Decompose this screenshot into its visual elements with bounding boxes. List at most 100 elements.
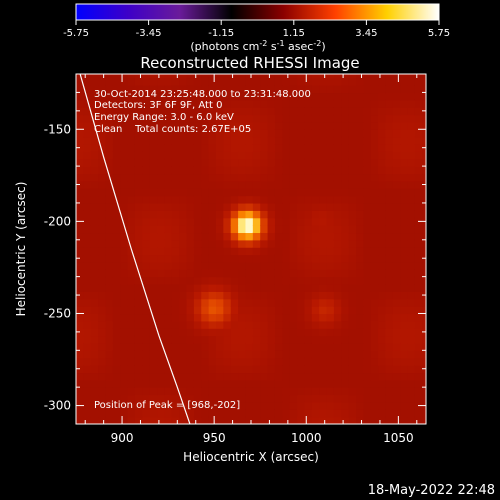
heatmap-cell	[83, 372, 92, 381]
heatmap-cell	[208, 92, 217, 101]
heatmap-cell	[186, 77, 195, 86]
heatmap-cell	[105, 254, 114, 263]
heatmap-cell	[134, 387, 143, 396]
heatmap-cell	[385, 291, 394, 300]
heatmap-cell	[385, 151, 394, 160]
heatmap-cell	[348, 276, 357, 285]
heatmap-cell	[230, 416, 239, 424]
heatmap-cell	[363, 306, 372, 315]
heatmap-cell	[105, 291, 114, 300]
heatmap-cell	[326, 365, 335, 374]
heatmap-cell	[319, 365, 328, 374]
heatmap-cell	[363, 416, 372, 424]
heatmap-cell	[289, 247, 298, 256]
heatmap-cell	[142, 195, 151, 204]
heatmap-cell	[76, 188, 84, 197]
heatmap-cell	[90, 284, 99, 292]
heatmap-cell	[304, 114, 313, 123]
heatmap-cell	[127, 144, 136, 152]
heatmap-cell	[142, 276, 151, 285]
heatmap-cell	[223, 99, 232, 108]
heatmap-cell	[252, 372, 261, 381]
heatmap-cell	[120, 306, 129, 315]
heatmap-cell	[105, 77, 114, 86]
heatmap-cell	[333, 379, 342, 388]
heatmap-cell	[400, 342, 409, 351]
heatmap-cell	[297, 387, 306, 396]
heatmap-cell	[392, 379, 401, 388]
heatmap-cell	[105, 409, 114, 418]
heatmap-cell	[341, 114, 350, 123]
heatmap-cell	[333, 85, 342, 94]
heatmap-cell	[260, 394, 269, 403]
heatmap-cell	[326, 394, 335, 403]
heatmap-cell	[230, 114, 239, 123]
heatmap-cell	[378, 77, 387, 86]
heatmap-cell	[392, 269, 401, 278]
heatmap-cell	[193, 276, 202, 285]
heatmap-cell	[385, 313, 394, 322]
heatmap-cell	[348, 320, 357, 329]
heatmap-cell	[164, 284, 173, 292]
heatmap-cell	[289, 342, 298, 351]
heatmap-cell	[134, 158, 143, 167]
heatmap-cell	[171, 225, 180, 234]
heatmap-cell	[422, 225, 426, 234]
heatmap-cell	[341, 416, 350, 424]
heatmap-cell	[238, 151, 247, 160]
heatmap-cell	[216, 276, 224, 285]
heatmap-cell	[98, 372, 107, 381]
heatmap-cell	[230, 291, 239, 300]
heatmap-cell	[363, 247, 372, 256]
heatmap-cell	[356, 217, 364, 226]
heatmap-cell	[90, 107, 99, 116]
heatmap-cell	[208, 195, 217, 204]
heatmap-cell	[267, 210, 276, 219]
heatmap-cell	[282, 158, 291, 167]
heatmap-cell	[333, 357, 342, 366]
heatmap-cell	[105, 320, 114, 329]
heatmap-cell	[245, 261, 254, 270]
heatmap-cell	[171, 298, 180, 307]
heatmap-cell	[120, 269, 129, 278]
heatmap-cell	[193, 401, 202, 410]
heatmap-cell	[90, 129, 99, 138]
heatmap-cell	[274, 195, 283, 204]
heatmap-cell	[157, 350, 166, 359]
heatmap-cell	[392, 136, 401, 145]
heatmap-cell	[112, 210, 121, 219]
heatmap-cell	[76, 173, 84, 182]
heatmap-cell	[193, 379, 202, 388]
heatmap-cell	[333, 225, 342, 234]
heatmap-cell	[230, 261, 239, 270]
heatmap-cell	[282, 144, 291, 152]
heatmap-cell	[289, 284, 298, 292]
heatmap-cell	[245, 269, 254, 278]
heatmap-cell	[216, 129, 224, 138]
heatmap-cell	[370, 151, 379, 160]
heatmap-cell	[120, 202, 129, 211]
heatmap-cell	[201, 357, 210, 366]
heatmap-cell	[341, 335, 350, 344]
heatmap-cell	[90, 357, 99, 366]
heatmap-cell	[319, 298, 328, 307]
heatmap-cell	[223, 350, 232, 359]
heatmap-cell	[186, 254, 195, 263]
heatmap-cell	[208, 188, 217, 197]
heatmap-cell	[245, 121, 254, 130]
heatmap-cell	[105, 136, 114, 145]
heatmap-cell	[378, 247, 387, 256]
heatmap-cell	[223, 394, 232, 403]
heatmap-cell	[76, 151, 84, 160]
heatmap-cell	[127, 136, 136, 145]
heatmap-cell	[90, 335, 99, 344]
heatmap-cell	[356, 136, 364, 145]
heatmap-cell	[370, 335, 379, 344]
heatmap-cell	[252, 217, 261, 226]
heatmap-cell	[105, 195, 114, 204]
heatmap-cell	[311, 320, 320, 329]
heatmap-cell	[385, 173, 394, 182]
heatmap-cell	[127, 232, 136, 241]
heatmap-cell	[348, 254, 357, 263]
heatmap-cell	[83, 217, 92, 226]
